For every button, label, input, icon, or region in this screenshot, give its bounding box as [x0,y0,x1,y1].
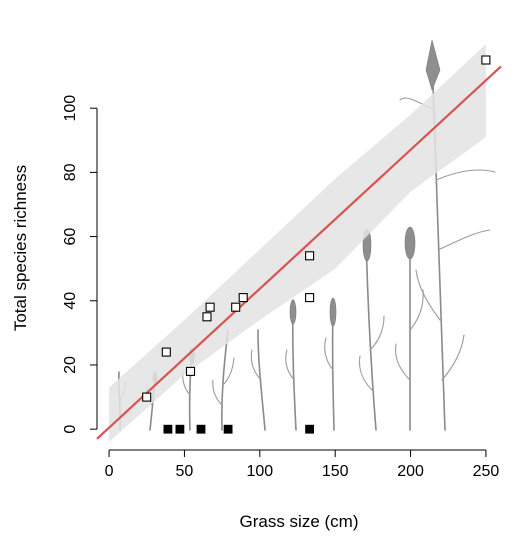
x-axis-ticks: 0 50 100 150 200 250 [105,450,500,480]
y-axis-ticks: 0 20 40 60 80 100 [62,95,97,434]
confidence-band [109,44,486,442]
y-axis-title: Total species richness [11,165,30,331]
open-square-point-5 [231,302,241,312]
filled-square-point-3 [223,424,233,434]
open-square-point-0 [142,392,152,402]
filled-square-point-1 [175,424,185,434]
x-tick-label-200: 200 [397,463,424,480]
x-tick-label-0: 0 [105,463,114,480]
x-tick-label-150: 150 [322,463,349,480]
open-square-point-3 [202,312,212,322]
y-tick-label-80: 80 [62,163,79,181]
x-tick-label-250: 250 [473,463,500,480]
x-tick-label-50: 50 [176,463,194,480]
open-square-point-2 [185,366,196,376]
open-square-point-1 [161,347,171,357]
y-tick-label-40: 40 [62,292,79,310]
x-tick-label-100: 100 [246,463,273,480]
open-square-point-4 [205,302,215,312]
filled-square-point-0 [163,424,173,434]
open-square-point-9 [481,55,491,65]
y-tick-label-20: 20 [62,356,79,374]
filled-square-point-4 [305,424,315,434]
open-square-point-8 [305,251,315,261]
y-tick-label-60: 60 [62,228,79,246]
y-tick-label-100: 100 [62,95,79,122]
filled-square-point-2 [196,424,206,434]
open-square-point-6 [238,293,248,303]
open-square-point-7 [305,293,315,303]
data-markers [142,55,491,434]
regression-line [96,65,502,440]
y-tick-label-0: 0 [62,425,79,434]
x-axis-title: Grass size (cm) [240,512,359,531]
grass-illustration [117,39,496,431]
